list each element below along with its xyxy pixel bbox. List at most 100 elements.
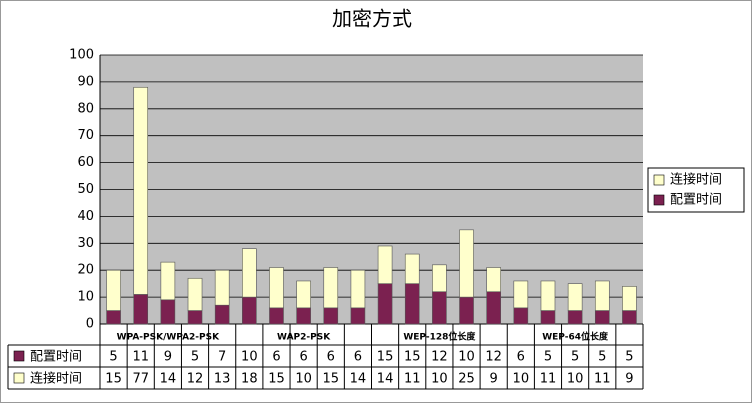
table-cell: 10: [295, 372, 312, 387]
table-cell: 12: [431, 350, 448, 365]
table-cell: 11: [594, 372, 611, 387]
table-cell: 14: [350, 372, 367, 387]
table-cell: 15: [404, 350, 421, 365]
legend-label: 连接时间: [670, 172, 722, 188]
table-cell: 6: [327, 350, 335, 365]
bar-segment: [242, 296, 257, 325]
legend-swatch: [653, 174, 665, 186]
bar-segment: [323, 307, 339, 325]
y-tick-label: 40: [77, 209, 94, 224]
bar-segment: [160, 299, 176, 325]
table-cell: 14: [377, 372, 394, 387]
table-cell: 77: [132, 372, 149, 387]
table-cell: 7: [218, 350, 226, 365]
bar-segment: [106, 310, 121, 325]
x-tick-label: WEP-64位长度: [542, 331, 609, 343]
y-tick-label: 60: [77, 155, 94, 170]
bar-segment: [296, 307, 311, 325]
bar-segment: [540, 280, 556, 311]
bar-segment: [377, 245, 393, 284]
table-row-header: 连接时间: [30, 371, 82, 387]
bar-segment: [459, 296, 474, 325]
bar-segment: [377, 283, 393, 325]
y-tick-label: 50: [77, 182, 94, 197]
bar-segment: [486, 267, 501, 293]
table-cell: 5: [544, 350, 552, 365]
table-cell: 5: [625, 350, 633, 365]
table-cell: 15: [268, 372, 285, 387]
bar-segment: [432, 264, 447, 293]
bar-segment: [187, 310, 203, 325]
table-cell: 12: [485, 350, 502, 365]
table-row-header: 配置时间: [30, 350, 82, 365]
table-cell: 15: [105, 372, 122, 387]
bar-segment: [133, 294, 149, 325]
bar-segment: [269, 307, 284, 325]
table-cell: 10: [567, 372, 584, 387]
bar-segment: [160, 261, 176, 301]
table-cell: 11: [404, 372, 421, 387]
table-cell: 10: [458, 350, 475, 365]
table-cell: 9: [625, 372, 633, 387]
table-cell: 10: [431, 372, 448, 387]
table-cell: 10: [241, 350, 258, 365]
table-cell: 5: [571, 350, 579, 365]
legend-swatch: [653, 194, 665, 206]
table-cell: 5: [109, 350, 117, 365]
bar-segment: [486, 291, 501, 325]
bar-segment: [594, 280, 610, 311]
table-cell: 14: [160, 372, 177, 387]
x-tick-label: WEP-128位长度: [403, 331, 476, 343]
table-cell: 11: [132, 350, 149, 365]
y-tick-label: 10: [77, 290, 94, 305]
y-tick-label: 80: [77, 101, 94, 116]
y-tick-label: 30: [77, 236, 94, 251]
table-cell: 13: [214, 372, 231, 387]
bar-segment: [214, 304, 230, 325]
table-cell: 6: [354, 350, 362, 365]
table-cell: 25: [458, 372, 475, 387]
bar-segment: [567, 310, 583, 325]
bar-segment: [567, 283, 583, 311]
legend-label: 配置时间: [670, 193, 722, 208]
y-tick-label: 20: [77, 263, 94, 278]
bar-segment: [459, 229, 474, 298]
bar-segment: [594, 310, 610, 325]
table-cell: 12: [187, 372, 204, 387]
bar-segment: [404, 253, 420, 284]
table-cell: 11: [540, 372, 557, 387]
bar-segment: [296, 280, 311, 309]
bar-segment: [432, 291, 447, 325]
bar-segment: [404, 283, 420, 325]
bar-segment: [622, 286, 637, 311]
table-cell: 5: [598, 350, 606, 365]
table-cell: 6: [272, 350, 280, 365]
x-tick-label: WAP2-PSK: [277, 333, 331, 343]
bar-segment: [269, 267, 284, 309]
table-cell: 15: [323, 372, 340, 387]
bar-segment: [323, 267, 339, 309]
table-key: [13, 372, 25, 384]
bar-segment: [133, 86, 149, 295]
bar-segment: [513, 307, 529, 325]
bar-segment: [106, 269, 121, 311]
bar-segment: [187, 277, 203, 311]
table-cell: 18: [241, 372, 258, 387]
table-cell: 5: [191, 350, 199, 365]
bar-segment: [622, 310, 637, 325]
bar-segment: [350, 307, 366, 325]
bar-segment: [540, 310, 556, 325]
x-tick-label: WPA-PSK/WPA2-PSK: [117, 333, 220, 343]
table-cell: 9: [164, 350, 172, 365]
chart-title: 加密方式: [332, 7, 412, 31]
y-tick-label: 0: [86, 317, 94, 332]
y-tick-label: 70: [77, 128, 94, 143]
bar-segment: [214, 269, 230, 306]
y-tick-label: 90: [77, 74, 94, 89]
table-cell: 15: [377, 350, 394, 365]
bar-segment: [350, 269, 366, 309]
table-cell: 6: [517, 350, 525, 365]
bar-segment: [242, 248, 257, 298]
table-cell: 9: [490, 372, 498, 387]
